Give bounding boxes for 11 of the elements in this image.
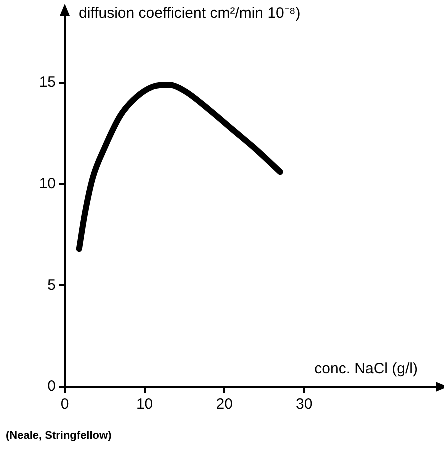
y-tick-label: 15 (39, 74, 56, 92)
y-tick-label: 0 (48, 378, 56, 396)
x-tick-label: 20 (216, 396, 233, 414)
x-tick-label: 30 (296, 396, 313, 414)
x-tick-label: 10 (136, 396, 154, 414)
x-tick-label: 0 (60, 396, 70, 414)
y-tick-label: 5 (48, 276, 56, 294)
x-axis-title: conc. NaCl (g/l) (314, 360, 418, 378)
text: (Neale, Stringfellow) (6, 430, 112, 442)
y-tick-label: 10 (39, 175, 56, 192)
y-axis-title: diffusion coefficient cm²/min 10⁻⁸) (79, 5, 301, 22)
